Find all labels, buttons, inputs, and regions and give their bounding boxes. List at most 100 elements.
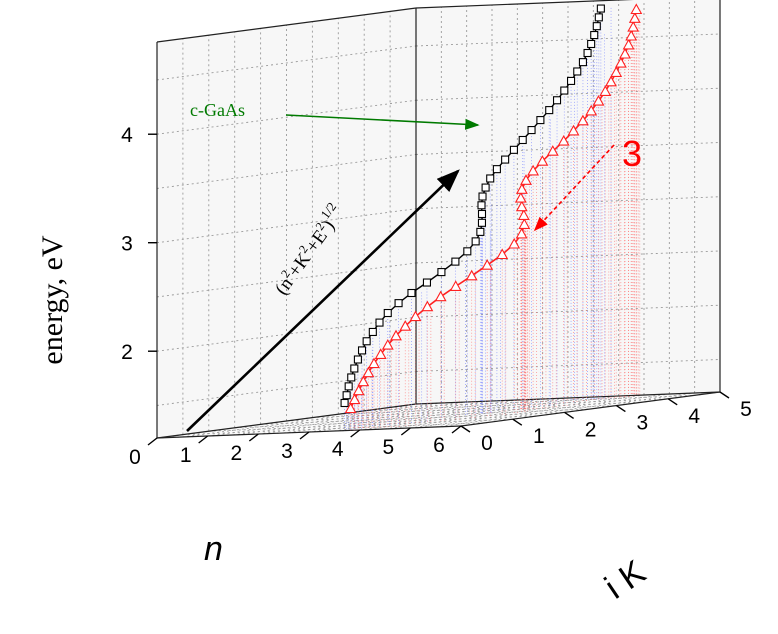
- y-axis-label: i K: [598, 553, 652, 607]
- grid-line: [415, 359, 721, 372]
- grid-line: [415, 142, 721, 155]
- black-square-marker: [451, 257, 460, 266]
- grid-line: [156, 208, 417, 244]
- red-triangle-marker: [622, 38, 635, 50]
- grid-line: [364, 398, 669, 412]
- red-triangle-marker: [630, 3, 643, 15]
- x-tick-label: 1: [180, 444, 192, 467]
- grid-line: [156, 154, 417, 189]
- axis-ticks: 0 1 2 3 4 5 6 0 1 2 3 4 5 2 3 4: [121, 124, 752, 469]
- red-triangle-marker: [585, 104, 598, 116]
- x-tick: [248, 433, 259, 442]
- red-triangle-marker: [434, 290, 447, 302]
- x-tick: [400, 427, 411, 436]
- x-tick-label: 6: [433, 434, 445, 457]
- black-square-marker: [394, 299, 403, 308]
- red-triangle-marker: [627, 20, 640, 32]
- red-triangle-marker: [614, 56, 627, 68]
- black-square-marker: [536, 116, 545, 125]
- grid-line: [260, 411, 565, 425]
- black-square-marker: [340, 398, 349, 408]
- black-square-marker: [463, 247, 472, 256]
- red-triangle-marker: [605, 75, 617, 87]
- red-triangle-marker: [496, 248, 509, 260]
- x-tick: [147, 437, 158, 446]
- x-tick-label: 0: [129, 446, 141, 469]
- red-triangle-marker: [381, 338, 394, 350]
- black-square-marker: [583, 48, 592, 58]
- plot-grids: [156, 0, 721, 439]
- black-square-marker: [362, 337, 371, 346]
- z-tick-label: 4: [121, 124, 133, 147]
- x-tick: [350, 429, 361, 438]
- material-arrow: [285, 114, 480, 130]
- black-square-marker: [368, 327, 377, 337]
- black-square-marker: [545, 106, 554, 115]
- grid-line: [359, 395, 619, 431]
- grid-line: [286, 408, 591, 422]
- y-tick-label: 2: [585, 418, 597, 441]
- grid-line: [410, 393, 670, 429]
- x-tick-label: 2: [230, 442, 242, 465]
- red-triangle-marker: [357, 375, 370, 387]
- red-triangle-marker: [546, 145, 559, 156]
- red-triangle-marker: [374, 348, 387, 359]
- red-triangle-marker: [520, 174, 532, 185]
- black-square-marker: [476, 227, 485, 236]
- grid-line: [415, 250, 721, 264]
- black-square-marker: [590, 30, 599, 40]
- black-square-marker: [578, 58, 587, 67]
- grid-line: [208, 418, 513, 432]
- black-square-marker: [477, 201, 486, 210]
- grid-line: [415, 304, 721, 318]
- black-square-marker: [437, 268, 446, 277]
- black-square-marker: [486, 174, 495, 183]
- red-triangle-marker: [344, 402, 357, 414]
- black-square-marker: [350, 364, 359, 373]
- grid-line: [415, 87, 721, 101]
- grid-line: [156, 371, 417, 406]
- grid-line: [156, 45, 417, 81]
- series-red-triangles: [344, 3, 643, 414]
- black-square-marker: [407, 288, 416, 298]
- resultant-vector-arrow: [186, 169, 460, 432]
- red-triangle-marker: [625, 29, 638, 41]
- grid-line: [415, 196, 721, 210]
- y-tick: [719, 391, 730, 399]
- red-triangle-marker: [515, 227, 528, 239]
- grid-line: [156, 262, 417, 298]
- y-tick: [564, 411, 574, 419]
- red-triangle-marker: [421, 300, 434, 312]
- x-tick: [299, 431, 310, 440]
- red-triangle-marker: [515, 200, 528, 212]
- black-square-marker: [344, 382, 353, 391]
- red-triangle-marker: [352, 384, 365, 396]
- black-square-marker: [492, 165, 501, 174]
- grid-line: [234, 415, 539, 429]
- x-tick-label: 3: [281, 440, 293, 463]
- y-tick: [667, 398, 678, 406]
- x-tick-label: 4: [332, 438, 344, 461]
- x-tick: [451, 425, 462, 434]
- black-square-marker: [375, 318, 384, 327]
- curve-number-arrow: [533, 144, 615, 232]
- black-square-marker: [596, 4, 605, 13]
- black-square-marker: [353, 355, 362, 364]
- red-triangle-marker: [619, 47, 631, 59]
- black-square-marker: [347, 373, 356, 382]
- y-tick-label: 5: [740, 398, 752, 421]
- black-square-marker: [560, 86, 569, 95]
- red-triangle-marker: [508, 237, 521, 249]
- frame-edge: [460, 391, 721, 427]
- series-black-squares: [340, 4, 605, 408]
- plot-walls: [157, 0, 720, 438]
- grid-line: [182, 422, 487, 436]
- red-triangle-marker: [409, 310, 422, 322]
- grid-line: [415, 33, 721, 47]
- red-triangle-marker: [536, 155, 549, 166]
- black-square-marker: [587, 39, 596, 49]
- red-triangle-marker: [567, 124, 580, 136]
- x-tick: [198, 435, 209, 444]
- black-square-marker: [509, 145, 518, 154]
- red-triangle-marker: [399, 320, 412, 331]
